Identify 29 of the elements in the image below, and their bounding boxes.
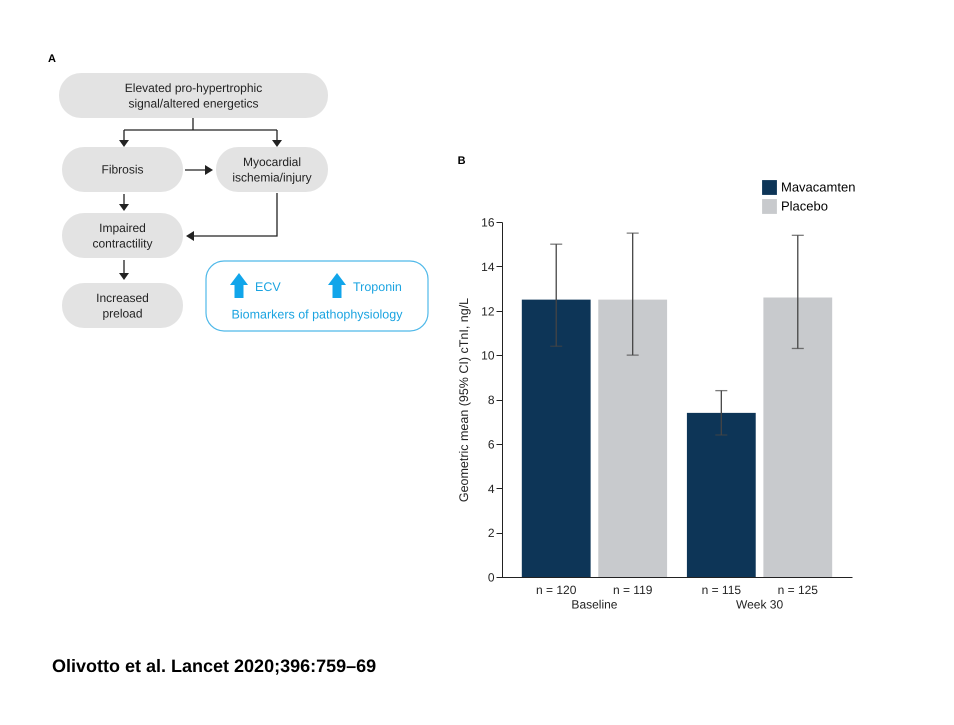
y-tick-label: 0	[488, 570, 495, 584]
x-tick-label: Baseline	[571, 598, 618, 612]
y-tick-label: 14	[481, 260, 495, 274]
legend-label: Mavacamten	[781, 180, 856, 194]
y-tick-label: 16	[481, 216, 495, 230]
x-tick-label: Week 30	[736, 598, 784, 612]
legend-label: Placebo	[781, 198, 828, 214]
text: Biomarkers of pathophysiology	[232, 307, 404, 322]
text: ECV	[255, 280, 282, 294]
text: A	[48, 53, 56, 65]
y-tick-label: 8	[488, 393, 495, 407]
text: n = 119	[612, 583, 653, 597]
y-tick-label: 6	[488, 437, 495, 452]
text: n = 120	[536, 583, 577, 597]
text: Troponin	[353, 280, 402, 294]
y-tick-label: 12	[481, 304, 495, 318]
text: Impaired contractility	[92, 220, 153, 250]
chart-title: B	[458, 155, 466, 167]
y-tick-label: 4	[488, 482, 495, 496]
text: Myocardial ischemia/injury	[232, 154, 312, 184]
y-tick-label: 2	[488, 526, 495, 540]
text: Increased preload	[96, 290, 149, 320]
text: n = 115	[702, 583, 742, 597]
y-axis-title: Geometric mean (95% CI) cTnI, ng/L	[457, 298, 472, 502]
text: Elevated pro-hypertrophic signal/altered energetics	[124, 80, 262, 110]
text: Olivotto et al. Lancet 2020;396:759–69	[52, 656, 376, 677]
text: Fibrosis	[101, 162, 144, 177]
y-tick-label: 10	[481, 348, 495, 363]
text: n = 125	[778, 583, 818, 597]
